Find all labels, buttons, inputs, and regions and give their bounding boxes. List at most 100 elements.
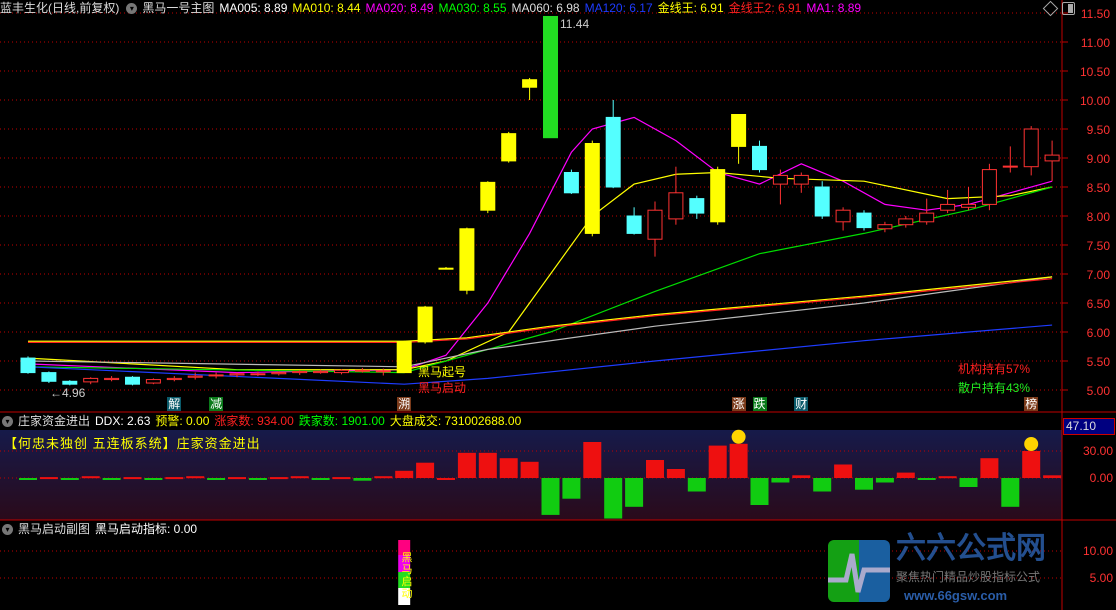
candle-body <box>480 181 496 211</box>
low-price-label: ←4.96 <box>50 386 86 400</box>
price-tick-label: 8.00 <box>1087 210 1111 224</box>
ddx-bar <box>311 478 330 480</box>
ddx-bar <box>959 478 978 487</box>
price-tick-label: 8.50 <box>1087 181 1111 195</box>
institution-holding: 机构持有57% <box>958 362 1031 376</box>
legend-item: DDX: 2.63 <box>95 414 151 428</box>
candle-body <box>1023 128 1039 168</box>
panel2-menu-icon[interactable]: ▾ <box>2 416 13 428</box>
candle-body <box>793 174 809 185</box>
watermark-url: www.66gsw.com <box>904 588 1008 603</box>
ddx-bar <box>1022 451 1041 478</box>
candle-body <box>375 370 391 373</box>
ddx-bar <box>896 472 915 478</box>
signal-tag: 榜 <box>1024 397 1039 411</box>
legend-item: MA060: 6.98 <box>511 1 580 15</box>
candle-body <box>501 133 517 162</box>
ddx-bar <box>771 478 790 483</box>
legend-item: 跌家数: 1901.00 <box>298 414 385 428</box>
ddx-bar <box>1001 478 1020 507</box>
price-tick-label: 9.00 <box>1087 152 1111 166</box>
ddx-bar <box>478 452 497 478</box>
price-tick-label: 6.00 <box>1087 326 1111 340</box>
price-tick-label: 7.00 <box>1087 268 1111 282</box>
signal-tag: 溯 <box>397 397 412 411</box>
ddx-bar <box>1043 475 1062 478</box>
panel2-banner: 【何忠未独创 五连板系统】庄家资金进出 <box>4 436 261 451</box>
panel3-header: ▾ 黑马启动副图 黑马启动指标: 0.00 <box>0 521 207 537</box>
legend-item: 金线王2: 6.91 <box>728 1 802 15</box>
candle-body <box>731 114 747 147</box>
candle-body <box>814 186 830 217</box>
ddx-bar <box>687 478 706 492</box>
ddx-bar <box>855 478 873 490</box>
candle-body <box>1044 154 1060 162</box>
ddx-bar <box>144 478 163 480</box>
ddx-bar <box>19 478 37 480</box>
indicator-menu-icon[interactable]: ▾ <box>126 3 138 15</box>
candle-body <box>668 192 684 220</box>
panel3-menu-icon[interactable]: ▾ <box>2 524 13 536</box>
candle-body <box>877 224 893 230</box>
candle-body <box>208 374 224 377</box>
panel2-title: 庄家资金进出 <box>18 414 91 428</box>
ddx-bar <box>457 452 476 478</box>
candle-body <box>710 169 726 223</box>
price-tick-label: 11.50 <box>1081 7 1110 21</box>
watermark-brand: 六六公式网 <box>896 532 1046 565</box>
candle-body <box>271 372 287 375</box>
ma-line-MA010 <box>27 171 1053 371</box>
ddx-bar <box>165 477 184 480</box>
ma-line-MA060 <box>27 276 1053 368</box>
candle-body <box>626 215 642 234</box>
ddx-bar <box>708 445 727 478</box>
ddx-bar <box>729 443 748 478</box>
ddx-bar <box>583 442 602 478</box>
ddx-bar <box>207 478 226 480</box>
price-tick-label: 5.50 <box>1087 355 1111 369</box>
panel-toggle-icon[interactable] <box>1062 2 1075 15</box>
legend-item: MA030: 8.55 <box>438 1 507 15</box>
smiley-icon <box>731 429 746 444</box>
legend-item: 黑马启动指标: 0.00 <box>95 522 198 536</box>
panel3-title: 黑马启动副图 <box>18 522 91 536</box>
legend-item: 预警: 0.00 <box>155 414 210 428</box>
ddx-bar <box>750 478 769 505</box>
price-tick-label: 7.50 <box>1087 239 1111 253</box>
candle-body <box>459 228 475 291</box>
panel3-axis-tick: 10.00 <box>1082 544 1113 558</box>
ddx-bar <box>248 478 267 480</box>
legend-item: MA120: 6.17 <box>584 1 653 15</box>
candle-body <box>166 377 182 381</box>
price-tick-label: 11.00 <box>1081 36 1110 50</box>
panel2-axis-tick: 30.00 <box>1082 444 1113 458</box>
ddx-bar <box>917 478 936 480</box>
legend-item: MA010: 8.44 <box>292 1 361 15</box>
ddx-bar <box>39 477 58 480</box>
legend-item: MA020: 8.49 <box>365 1 434 15</box>
legend-item: 大盘成交: 731002688.00 <box>389 414 522 428</box>
candle-body <box>856 212 872 229</box>
ddx-bar <box>562 478 581 499</box>
ddx-bar <box>332 477 351 480</box>
cursor-value-box: 47.10 <box>1063 418 1115 435</box>
ddx-bar <box>875 478 894 483</box>
candle-body <box>83 377 99 383</box>
candle-body <box>62 380 78 385</box>
ddx-bar <box>792 475 811 478</box>
signal-bar-segment <box>398 555 411 572</box>
candle-body <box>919 212 935 223</box>
candle-body <box>41 372 57 382</box>
candle-body <box>417 306 433 343</box>
ma-line-MA030 <box>27 186 1053 374</box>
price-tick-label: 5.00 <box>1087 384 1111 398</box>
candle-body <box>522 79 538 88</box>
candle-body <box>940 203 956 211</box>
candle-body <box>584 143 600 234</box>
ma-line-MA120 <box>27 324 1053 385</box>
candle-body <box>145 379 161 384</box>
panel2-axis-tick: 0.00 <box>1089 471 1113 485</box>
candle-body <box>334 369 349 374</box>
ddx-bar <box>813 478 832 492</box>
ddx-bar <box>353 478 372 481</box>
